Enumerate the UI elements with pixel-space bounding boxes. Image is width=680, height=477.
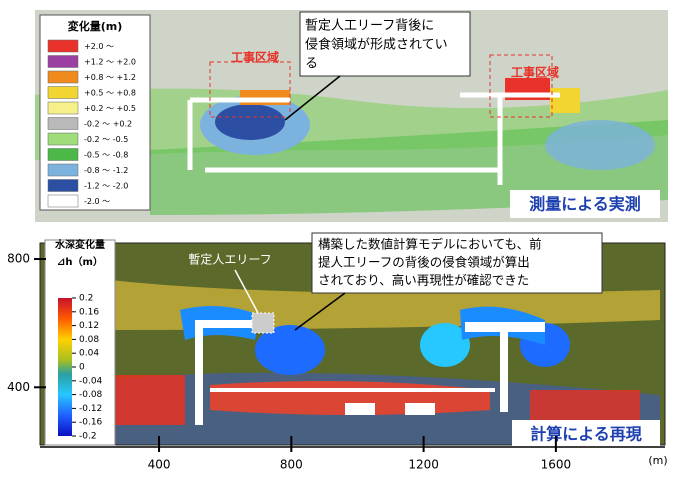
x-axis-unit: (m): [648, 454, 667, 467]
colorbar-tick-label: 0.12: [79, 321, 99, 331]
legend-title: 変化量(m): [68, 19, 123, 33]
callout-arrow: [284, 75, 341, 121]
colorbar-tick-label: 0.04: [79, 349, 99, 359]
area-label: 工事区域: [231, 50, 279, 65]
legend-label: +1.2 ～ +2.0: [84, 58, 136, 67]
caption-box: [512, 420, 660, 448]
x-tick-label: 400: [148, 458, 171, 472]
colorbar-unit: ⊿h（m）: [57, 255, 103, 268]
legend-swatch: [47, 117, 79, 130]
callout-line: る: [305, 57, 318, 72]
legend-label: -1.2 ～ -2.0: [84, 182, 128, 191]
colorbar-tick-label: -0.2: [79, 432, 97, 442]
colorbar-tick-label: 0.2: [79, 294, 93, 304]
area-label: 工事区域: [511, 65, 559, 80]
legend: +2.0 ～ +1.2 ～ +2.0 +0.8 ～ +1.2 +0.5 ～ +0.8 +…: [47, 39, 136, 208]
colorbar-title: 水深変化量: [54, 238, 105, 251]
legend-swatch: [47, 55, 79, 68]
legend-swatch: [47, 179, 79, 192]
axes: 400 800 1200 1600 400 800: [7, 252, 665, 472]
legend-label: -2.0 ～: [84, 197, 110, 206]
colorbar-tick-label: -0.04: [79, 376, 103, 386]
callout-line: されており、高い再現性が確認できた: [318, 273, 529, 288]
callout-box: [299, 11, 471, 77]
colorbar-ticks: 0.2 0.16 0.12 0.08 0.04 0 -0.04 -0.08 -0.12 -0.16…: [72, 294, 103, 442]
colorbar-box: [44, 239, 116, 446]
legend-label: +2.0 ～: [84, 42, 114, 51]
reef-label: 暫定人エリーフ: [188, 252, 271, 267]
legend-swatch: [47, 39, 79, 53]
legend-label: +0.2 ～ +0.5: [84, 104, 136, 113]
caption: 測量による実測: [529, 195, 641, 214]
y-tick-label: 800: [7, 252, 30, 266]
callout-line: 侵食領域が形成されてい: [305, 37, 448, 53]
legend-swatch: [47, 70, 79, 84]
legend-swatch: [47, 132, 79, 146]
y-tick-label: 400: [7, 380, 30, 394]
x-tick-label: 800: [280, 458, 303, 472]
callout-line: 提人工リーフの背後の侵食領域が算出: [318, 255, 530, 270]
callout-line: 暫定人工リーフ背後に: [305, 19, 434, 34]
legend-swatch: [47, 86, 79, 99]
colorbar-tick-label: 0.16: [79, 307, 99, 317]
callout-box: [311, 232, 603, 294]
colorbar: [58, 298, 72, 436]
colorbar-tick-label: 0.08: [79, 335, 99, 345]
colorbar-tick-label: -0.16: [79, 418, 103, 428]
callout-arrow: [294, 292, 346, 331]
colorbar-tick-label: 0: [79, 363, 85, 373]
legend-swatch: [47, 163, 79, 177]
reef-arrow: [234, 269, 259, 314]
legend-label: -0.8 ～ -1.2: [84, 166, 128, 175]
legend-label: -0.2 ～ +0.2: [84, 120, 132, 129]
callout-line: 構築した数値計算モデルにおいても、前: [318, 237, 542, 252]
colorbar-tick-label: -0.12: [79, 404, 102, 414]
legend-swatch: [47, 194, 79, 208]
caption: 計算による再現: [530, 425, 642, 444]
legend-label: +0.8 ～ +1.2: [84, 73, 136, 82]
legend-swatch: [47, 148, 79, 161]
legend-label: -0.2 ～ -0.5: [84, 135, 128, 144]
x-tick-label: 1600: [541, 458, 572, 472]
colorbar-tick-label: -0.08: [79, 390, 103, 400]
x-tick-label: 1200: [408, 458, 439, 472]
legend-label: +0.5 ～ +0.8: [84, 89, 136, 98]
legend-swatch: [47, 101, 79, 115]
caption-box: [510, 190, 660, 218]
legend-label: -0.5 ～ -0.8: [84, 151, 128, 160]
